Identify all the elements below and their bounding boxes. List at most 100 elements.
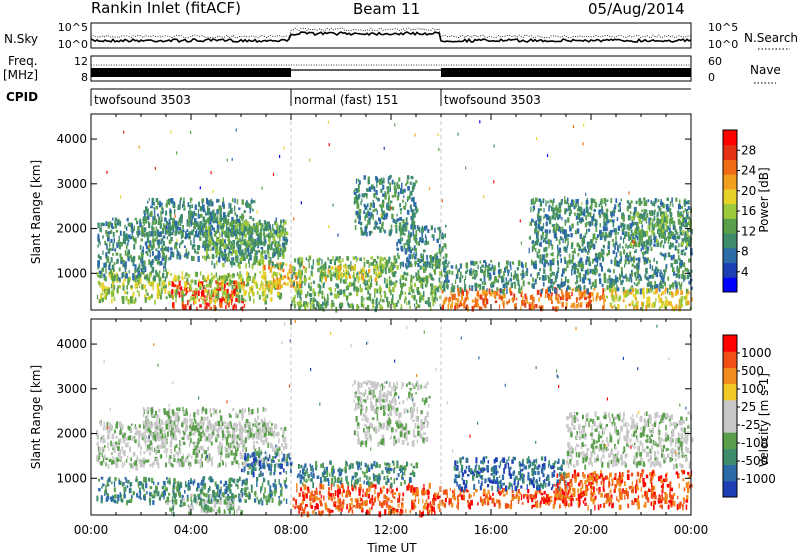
heatmap-cell: [587, 301, 590, 307]
heatmap-cell: [575, 297, 578, 302]
heatmap-cell: [375, 267, 378, 271]
heatmap-cell: [139, 218, 142, 224]
heatmap-cell: [672, 267, 675, 272]
heatmap-cell: [171, 232, 174, 236]
heatmap-cell: [158, 277, 162, 282]
heatmap-cell: [186, 219, 189, 224]
heatmap-cell: [216, 198, 219, 203]
heatmap-cell: [668, 233, 672, 239]
heatmap-cell: [415, 180, 418, 184]
heatmap-cell: [542, 236, 544, 239]
heatmap-cell: [240, 284, 244, 288]
heatmap-cell: [216, 260, 218, 266]
colorbar-segment: [723, 203, 737, 219]
heatmap-cell: [216, 224, 220, 229]
heatmap-cell: [209, 231, 213, 238]
heatmap-cell: [265, 227, 268, 232]
heatmap-cell: [268, 263, 270, 270]
heatmap-cell: [451, 283, 453, 289]
heatmap-cell: [639, 213, 642, 218]
heatmap-cell: [175, 292, 177, 299]
heatmap-cell: [521, 261, 523, 268]
heatmap-cell: [663, 214, 666, 218]
heatmap-cell: [216, 430, 220, 437]
heatmap-cell: [576, 279, 579, 283]
heatmap-cell: [638, 235, 641, 240]
heatmap-cell: [233, 248, 235, 254]
heatmap-cell: [165, 268, 167, 273]
heatmap-cell: [216, 239, 219, 243]
heatmap-cell: [356, 210, 359, 215]
heatmap-cell: [185, 231, 187, 236]
heatmap-cell: [209, 211, 213, 216]
heatmap-cell: [434, 289, 437, 295]
heatmap-cell: [118, 267, 121, 272]
heatmap-cell: [103, 273, 106, 278]
heatmap-cell: [160, 240, 162, 245]
heatmap-cell: [617, 209, 621, 213]
heatmap-cell: [636, 266, 639, 271]
heatmap-cell: [550, 278, 552, 282]
heatmap-cell: [566, 286, 570, 290]
heatmap-cell: [207, 240, 209, 246]
heatmap-cell: [101, 297, 104, 303]
heatmap-cell: [191, 221, 194, 225]
heatmap-cell: [165, 220, 169, 226]
heatmap-cell: [386, 186, 390, 190]
heatmap-cell: [326, 274, 329, 278]
heatmap-cell: [629, 203, 632, 209]
heatmap-cell: [606, 285, 609, 290]
heatmap-cell: [159, 200, 161, 207]
heatmap-cell: [258, 258, 262, 264]
heatmap-cell: [579, 277, 582, 282]
heatmap-cell: [122, 231, 126, 237]
heatmap-cell: [188, 274, 191, 278]
heatmap-cell: [106, 232, 109, 237]
heatmap-cell: [380, 265, 382, 269]
heatmap-cell: [99, 227, 102, 233]
heatmap-cell: [118, 284, 121, 289]
heatmap-cell: [284, 220, 287, 225]
heatmap-cell: [148, 245, 150, 249]
heatmap-cell: [358, 209, 362, 215]
heatmap-cell: [626, 205, 629, 212]
heatmap-cell: [238, 228, 241, 233]
heatmap-cell: [578, 302, 580, 306]
heatmap-cell: [299, 282, 302, 289]
heatmap-cell: [201, 198, 205, 203]
heatmap-cell: [433, 297, 436, 301]
heatmap-cell: [543, 215, 545, 220]
heatmap-cell: [495, 277, 498, 283]
heatmap-cell: [353, 285, 356, 292]
heatmap-cell: [163, 435, 166, 441]
heatmap-cell: [191, 204, 193, 209]
heatmap-cell: [416, 291, 420, 295]
heatmap-cell: [307, 291, 309, 296]
heatmap-cell: [239, 231, 242, 236]
heatmap-cell: [227, 302, 230, 308]
heatmap-cell: [228, 239, 231, 246]
heatmap-cell: [104, 290, 107, 295]
heatmap-cell: [303, 301, 305, 307]
heatmap-cell: [392, 302, 394, 308]
heatmap-cell: [411, 219, 413, 224]
heatmap-cell: [312, 303, 315, 309]
heatmap-cell: [210, 224, 212, 227]
heatmap-cell: [102, 235, 104, 239]
heatmap-cell: [361, 275, 365, 281]
heatmap-cell: [439, 247, 441, 251]
heatmap-cell: [621, 230, 625, 236]
heatmap-cell: [247, 278, 251, 281]
heatmap-cell: [477, 283, 480, 288]
heatmap-cell: [588, 241, 591, 245]
heatmap-cell: [670, 255, 673, 261]
heatmap-cell: [251, 237, 254, 243]
heatmap-cell: [227, 293, 230, 300]
heatmap-cell: [656, 239, 659, 243]
heatmap-cell: [666, 215, 669, 221]
heatmap-cell: [360, 229, 364, 233]
heatmap-cell: [364, 192, 368, 197]
heatmap-cell: [177, 220, 180, 226]
heatmap-cell: [683, 203, 686, 207]
heatmap-cell: [571, 250, 574, 254]
